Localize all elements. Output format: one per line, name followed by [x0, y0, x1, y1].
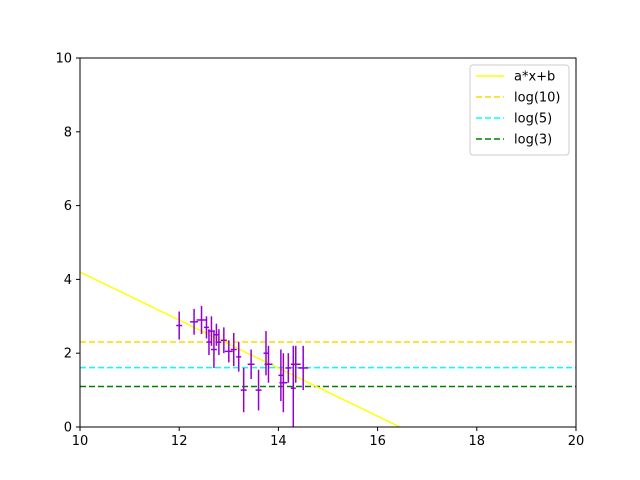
data-point [285, 353, 292, 383]
y-tick-label: 6 [64, 199, 72, 214]
legend-label: log(3) [514, 133, 552, 148]
x-tick-label: 14 [270, 434, 287, 449]
data-point [224, 340, 233, 363]
x-tick-label: 18 [469, 434, 486, 449]
data-point [236, 342, 242, 372]
data-point [230, 332, 237, 367]
y-tick-label: 4 [64, 273, 72, 288]
data-point [196, 305, 207, 335]
fit-line [80, 271, 401, 427]
legend: a*x+b log(10) log(5) log(3) [469, 64, 570, 156]
y-tick-label: 2 [64, 347, 72, 362]
legend-label: log(10) [514, 91, 561, 106]
x-tick-label: 20 [568, 434, 585, 449]
legend-label: a*x+b [514, 70, 555, 85]
plot-frame [79, 57, 577, 428]
x-tick-label: 12 [171, 434, 188, 449]
y-tick-label: 8 [64, 125, 72, 140]
data-point [263, 331, 269, 376]
data-point [176, 311, 183, 340]
x-tick-label: 16 [369, 434, 386, 449]
data-point [278, 349, 284, 402]
data-point [190, 308, 199, 335]
data-layer [80, 271, 576, 427]
data-point [290, 345, 296, 427]
data-point [247, 349, 255, 380]
y-tick-label: 10 [55, 52, 72, 67]
data-point [279, 353, 288, 413]
y-tick-label: 0 [64, 421, 72, 436]
data-point [290, 345, 301, 383]
data-point [204, 316, 209, 339]
axis-ticks: 10 12 14 16 18 20 0 2 4 6 8 10 [55, 52, 584, 450]
data-point [216, 329, 222, 356]
x-tick-label: 10 [72, 434, 89, 449]
legend-box [469, 64, 570, 156]
data-point [220, 327, 227, 354]
legend-label: log(5) [514, 112, 552, 127]
data-point [264, 345, 273, 383]
data-point [210, 331, 217, 368]
data-point [298, 345, 309, 391]
data-point [255, 369, 262, 411]
data-point [206, 329, 212, 356]
data-point [240, 367, 247, 413]
